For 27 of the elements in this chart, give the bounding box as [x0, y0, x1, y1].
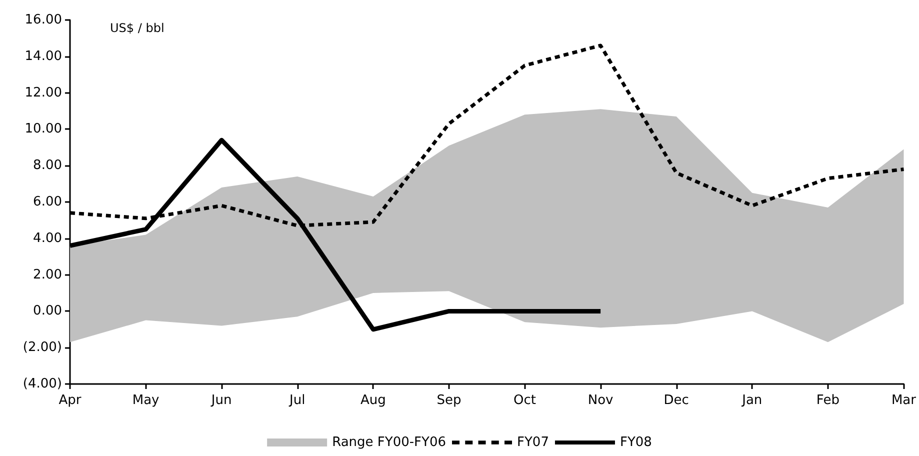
y-tick-label: 2.00 — [33, 267, 62, 282]
y-tick-label: (4.00) — [22, 376, 62, 392]
x-tick-label: Aug — [360, 393, 386, 408]
y-tick-label: 16.00 — [24, 12, 62, 28]
legend-label: FY07 — [517, 435, 549, 450]
x-tick-label: Feb — [816, 393, 840, 408]
y-tick-label: 8.00 — [33, 158, 62, 174]
y-tick-label: 0.00 — [33, 304, 62, 319]
x-tick-label: Nov — [588, 393, 614, 408]
y-tick-label: 6.00 — [33, 194, 62, 210]
y-tick-label: 10.00 — [24, 122, 62, 137]
x-tick-label: May — [132, 393, 160, 408]
x-tick-label: Jun — [210, 393, 232, 408]
y-tick-label: 14.00 — [24, 48, 62, 64]
y-axis-title: US$ / bbl — [110, 21, 164, 35]
x-tick-label: Jan — [741, 393, 762, 408]
x-tick-label: Jul — [288, 393, 306, 408]
legend-label: FY08 — [620, 435, 652, 450]
x-tick-label: Oct — [514, 393, 536, 408]
y-tick-label: 4.00 — [33, 230, 62, 246]
x-tick-label: Sep — [436, 393, 462, 408]
x-tick-label: Apr — [58, 393, 82, 408]
legend-label: Range FY00-FY06 — [332, 435, 446, 450]
x-tick-label: Mar — [891, 393, 917, 408]
y-tick-label: 12.00 — [24, 85, 62, 100]
y-tick-label: (2.00) — [22, 340, 62, 356]
x-tick-label: Dec — [664, 393, 689, 408]
